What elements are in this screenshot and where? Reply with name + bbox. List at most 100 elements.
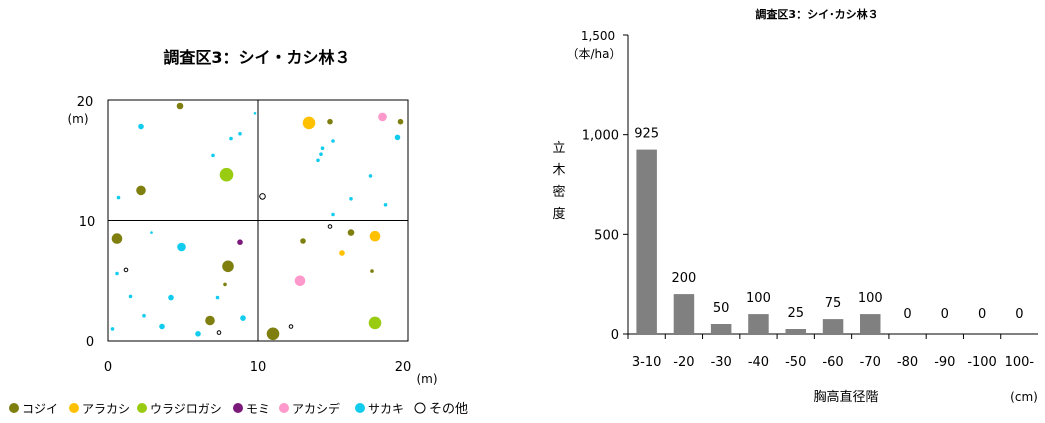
tree-point-urajirogashi	[219, 167, 234, 182]
legend-label-akashide: アカシデ	[292, 401, 340, 416]
tree-point-sakaki	[253, 112, 257, 115]
tree-point-sakaki	[349, 197, 353, 201]
map-title: 調査区3：シイ・カシ林３	[163, 48, 350, 67]
tree-point-other	[259, 193, 266, 200]
bar-xtick-label: -20	[673, 355, 694, 370]
tree-point-kojii	[266, 327, 280, 341]
tree-point-sakaki	[394, 134, 401, 141]
bar-data-label: 925	[634, 127, 659, 142]
tree-point-kojii	[397, 118, 404, 125]
tree-point-kojii	[223, 282, 227, 287]
bar-y-axis-ticks: 0 500 1,000	[582, 34, 628, 343]
bar-data-label: 200	[671, 271, 696, 286]
tree-point-sakaki	[138, 123, 144, 130]
bar-xtick-label: -30	[711, 355, 732, 370]
tree-point-sakaki	[177, 242, 186, 252]
bar-xtick-label: -80	[897, 355, 918, 370]
bar-ytick-label: 500	[594, 228, 619, 243]
bar-ytick-label: 1,000	[582, 129, 619, 144]
bar--50	[785, 329, 806, 334]
diameter-class-bar-chart: 調査区3：シイ･カシ林３ 1,500 （本/ha） 立木密度 05001,000…	[552, 7, 1038, 405]
tree-point-kojii	[347, 229, 355, 236]
bar--40	[748, 314, 769, 334]
tree-point-sakaki	[368, 174, 373, 178]
tree-point-sakaki	[215, 295, 220, 300]
legend-swatch-kojii	[9, 403, 19, 413]
tree-point-sakaki	[150, 231, 153, 234]
tree-point-sakaki	[115, 271, 119, 276]
bar-title: 調査区3：シイ･カシ林３	[755, 7, 878, 21]
tree-point-kojii	[205, 315, 215, 326]
tree-point-akashide	[294, 275, 306, 287]
bar-ylabel-max: 1,500	[581, 29, 615, 43]
tree-point-kojii	[222, 260, 234, 273]
tree-point-sakaki	[320, 146, 325, 150]
bar--70	[860, 314, 881, 334]
bar-xtick-label: -70	[860, 355, 881, 370]
bar-xtick-label: 3-10	[632, 355, 662, 370]
bar-xtick-label: -60	[822, 355, 843, 370]
tree-point-sakaki	[142, 313, 146, 318]
bar-xtick-label: -40	[748, 355, 769, 370]
map-xtick-0: 0	[104, 360, 112, 375]
legend-label-kojii: コジイ	[22, 402, 58, 416]
tree-point-sakaki	[238, 131, 242, 136]
map-xtick-20: 20	[395, 360, 412, 375]
tree-point-kojii	[327, 118, 333, 125]
bar-xlabel: 胸高直径階	[813, 389, 878, 405]
bar-data-label: 0	[1015, 307, 1023, 322]
tree-point-arakashi	[302, 116, 316, 130]
tree-point-sakaki	[116, 195, 121, 200]
tree-point-sakaki	[110, 327, 115, 331]
tree-point-kojii	[176, 102, 184, 110]
tree-point-sakaki	[316, 158, 320, 163]
legend-swatch-arakashi	[69, 403, 79, 413]
tree-point-arakashi	[339, 250, 345, 256]
bar-ylabel-unit: （本/ha）	[566, 47, 621, 61]
tree-point-sakaki	[319, 152, 323, 156]
tree-point-other	[216, 330, 222, 335]
bar-xtick-label: -90	[934, 355, 955, 370]
legend-swatch-momi	[233, 403, 243, 413]
map-ytick-0: 0	[86, 335, 94, 350]
map-ytick-10: 10	[79, 215, 96, 230]
legend-label-momi: モミ	[246, 402, 270, 416]
legend-swatch-sakaki	[355, 403, 365, 413]
tree-point-other	[327, 224, 333, 229]
tree-point-sakaki	[240, 315, 246, 321]
bar-data-label: 50	[713, 301, 730, 316]
bar-data-label: 0	[903, 307, 911, 322]
map-legend: コジイ アラカシ ウラジロガシ モミ アカシデ サカキ その他	[9, 401, 468, 417]
bar-data-label: 0	[978, 307, 986, 322]
bar-xtick-label: -50	[785, 355, 806, 370]
tree-point-sakaki	[168, 294, 174, 301]
tree-point-sakaki	[229, 136, 233, 141]
bar-ylabel: 立木密度	[552, 141, 565, 222]
tree-point-sakaki	[211, 153, 215, 158]
bar-x-axis-ticks: 3-10 -20 -30 -40 -50 -60 -70 -80 -90 -100 100-	[627, 334, 1035, 370]
map-xlabel: (m)	[416, 372, 437, 386]
bar-data-label: 100	[746, 291, 771, 306]
tree-point-other	[288, 324, 294, 329]
tree-point-kojii	[136, 185, 146, 196]
tree-point-kojii	[300, 238, 306, 244]
map-ytick-20: 20	[77, 95, 94, 110]
map-points	[110, 102, 404, 341]
bar-marks	[636, 149, 881, 334]
map-xtick-10: 10	[250, 360, 267, 375]
tree-point-urajirogashi	[368, 316, 382, 330]
legend-label-sakaki: サカキ	[368, 402, 404, 416]
tree-point-sakaki	[383, 203, 388, 207]
map-ylabel: (m)	[67, 112, 88, 126]
tree-point-arakashi	[369, 230, 381, 242]
bar-data-label: 25	[787, 306, 804, 321]
legend-label-urajirogashi: ウラジロガシ	[150, 402, 222, 416]
tree-point-sakaki	[128, 294, 133, 299]
bar-xtick-label: 100-	[1005, 355, 1035, 370]
bar--60	[822, 319, 844, 334]
tree-point-sakaki	[331, 212, 335, 217]
legend-label-other: その他	[429, 402, 468, 417]
tree-point-momi	[237, 239, 243, 245]
legend-swatch-urajirogashi	[137, 403, 147, 413]
